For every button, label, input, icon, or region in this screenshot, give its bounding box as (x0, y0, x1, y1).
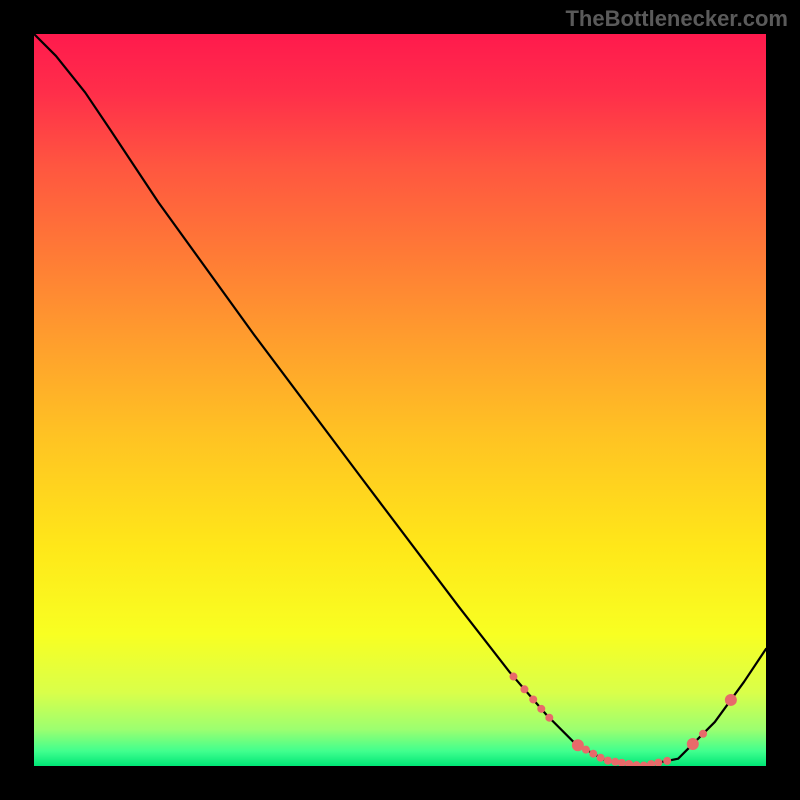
curve-marker (582, 746, 590, 754)
curve-marker (663, 757, 671, 765)
plot-area (34, 34, 766, 766)
curve-marker (604, 757, 612, 765)
curve-marker (545, 714, 553, 722)
curve-marker (725, 694, 737, 706)
curve-marker (520, 685, 528, 693)
figure-container: TheBottlenecker.com (0, 0, 800, 800)
watermark-text: TheBottlenecker.com (565, 6, 788, 32)
curve-marker (509, 673, 517, 681)
curve-marker (589, 750, 597, 758)
curve-marker (687, 738, 699, 750)
curve-marker (699, 730, 707, 738)
gradient-background (34, 34, 766, 766)
chart-svg (34, 34, 766, 766)
curve-marker (529, 695, 537, 703)
curve-marker (597, 754, 605, 762)
curve-marker (537, 705, 545, 713)
